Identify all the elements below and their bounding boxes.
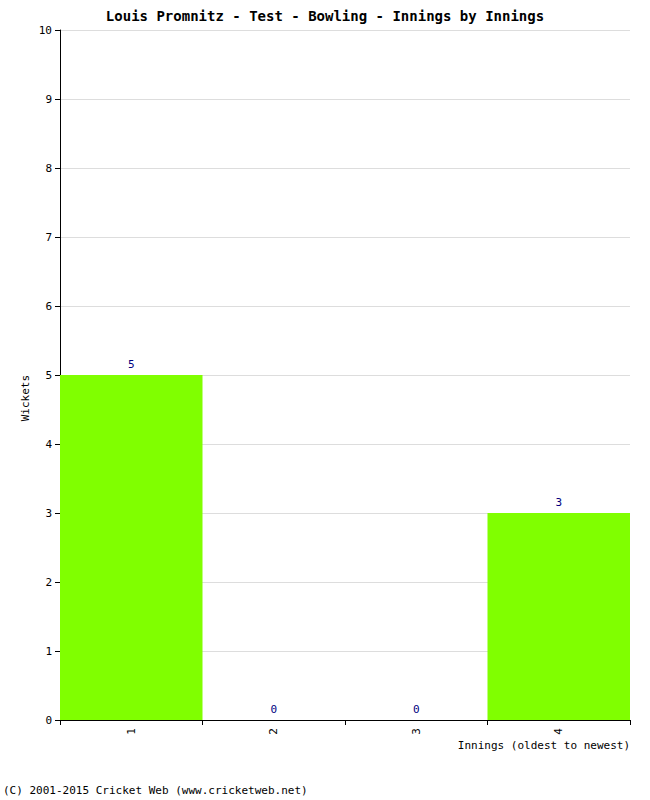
svg-text:2: 2 xyxy=(267,728,280,735)
svg-text:7: 7 xyxy=(45,231,52,244)
svg-text:8: 8 xyxy=(45,162,52,175)
svg-text:Innings (oldest to newest): Innings (oldest to newest) xyxy=(458,739,630,752)
svg-text:5: 5 xyxy=(128,358,135,371)
svg-text:1: 1 xyxy=(125,728,138,735)
svg-text:3: 3 xyxy=(410,728,423,735)
svg-text:9: 9 xyxy=(45,93,52,106)
svg-text:0: 0 xyxy=(45,714,52,727)
svg-text:0: 0 xyxy=(270,703,277,716)
svg-text:(C) 2001-2015 Cricket Web (www: (C) 2001-2015 Cricket Web (www.cricketwe… xyxy=(3,784,308,797)
svg-text:2: 2 xyxy=(45,576,52,589)
svg-text:3: 3 xyxy=(555,496,562,509)
svg-text:5: 5 xyxy=(45,369,52,382)
svg-text:4: 4 xyxy=(552,728,565,735)
svg-text:Wickets: Wickets xyxy=(19,375,32,421)
svg-text:Louis Promnitz - Test - Bowlin: Louis Promnitz - Test - Bowling - Inning… xyxy=(106,8,544,24)
svg-text:4: 4 xyxy=(45,438,52,451)
svg-text:1: 1 xyxy=(45,645,52,658)
svg-text:3: 3 xyxy=(45,507,52,520)
svg-text:10: 10 xyxy=(39,24,52,37)
svg-text:6: 6 xyxy=(45,300,52,313)
svg-text:0: 0 xyxy=(413,703,420,716)
